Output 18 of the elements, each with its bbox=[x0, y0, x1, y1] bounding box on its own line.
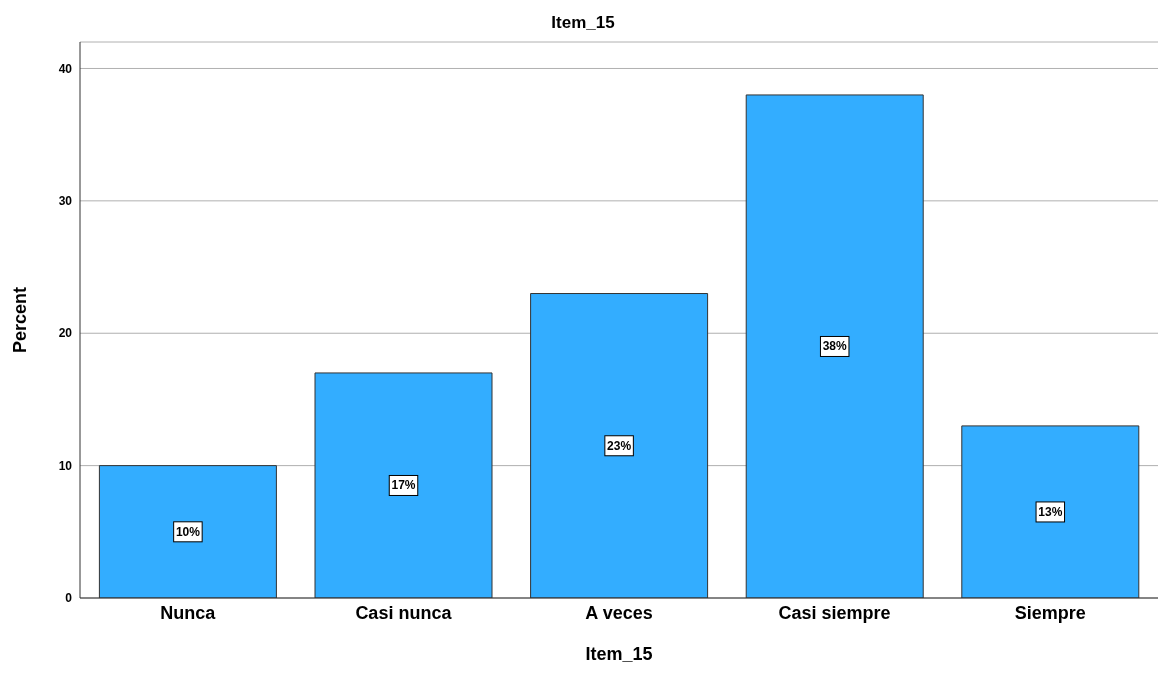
y-tick-label: 40 bbox=[58, 61, 73, 76]
x-tick-label: A veces bbox=[585, 602, 653, 623]
x-tick-label: Casi siempre bbox=[778, 602, 891, 623]
y-tick-label: 20 bbox=[58, 326, 73, 341]
x-tick-label: Nunca bbox=[160, 602, 217, 623]
x-tick-label: Siempre bbox=[1014, 602, 1086, 623]
data-label: 10% bbox=[175, 524, 201, 539]
data-label: 38% bbox=[822, 339, 848, 354]
y-tick-label: 0 bbox=[65, 591, 73, 606]
data-label: 23% bbox=[607, 438, 632, 453]
data-label: 17% bbox=[391, 478, 416, 493]
y-tick-label: 10 bbox=[58, 458, 73, 473]
data-label: 13% bbox=[1038, 504, 1063, 519]
y-tick-label: 30 bbox=[58, 194, 73, 209]
x-axis-title: Item_15 bbox=[585, 644, 653, 664]
x-tick-label: Casi nunca bbox=[355, 602, 453, 623]
y-axis-title: Percent bbox=[10, 286, 31, 354]
chart-title: Item_15 bbox=[550, 12, 616, 34]
